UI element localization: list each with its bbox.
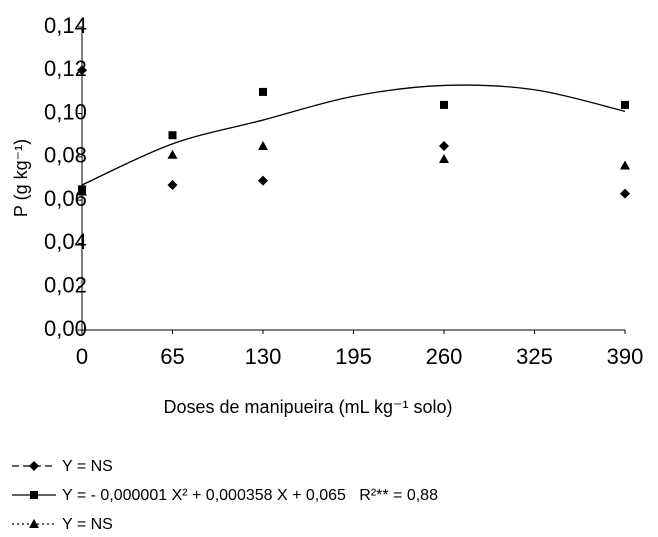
x-tick-label: 65	[160, 344, 184, 369]
x-tick-label: 390	[607, 344, 644, 369]
point-diamond	[620, 188, 630, 199]
legend-marker	[29, 461, 39, 471]
legend-marker	[30, 491, 38, 499]
point-diamond	[167, 179, 178, 190]
point-triangle	[620, 160, 630, 170]
fit-curve	[81, 84, 626, 186]
point-triangle	[167, 149, 178, 159]
point-diamond	[77, 65, 87, 76]
x-tick-label: 130	[245, 344, 282, 369]
x-tick-label: 0	[76, 344, 88, 369]
y-tick-label: 0,00	[44, 316, 87, 341]
point-triangle	[439, 154, 449, 164]
x-tick-label: 260	[426, 344, 463, 369]
legend-label: Y = NS	[62, 516, 113, 533]
point-diamond	[258, 175, 268, 186]
y-axis-label: P (g kg⁻¹)	[11, 139, 31, 217]
x-tick-label: 325	[516, 344, 553, 369]
point-square	[259, 87, 267, 96]
y-tick-label: 0,10	[44, 99, 87, 124]
x-axis-label: Doses de manipueira (mL kg⁻¹ solo)	[164, 397, 453, 417]
legend-label: Y = NS	[62, 458, 113, 475]
point-square	[621, 100, 629, 109]
y-tick-label: 0,02	[44, 273, 87, 298]
x-tick-label: 195	[335, 344, 372, 369]
legend-marker	[29, 519, 39, 528]
point-triangle	[77, 186, 87, 196]
legend-label: Y = - 0,000001 X² + 0,000358 X + 0,065 R…	[62, 487, 438, 504]
point-diamond	[439, 141, 449, 152]
y-tick-label: 0,04	[44, 229, 87, 254]
point-triangle	[258, 141, 268, 151]
y-tick-label: 0,08	[44, 143, 87, 168]
point-square	[440, 100, 448, 109]
y-tick-label: 0,14	[44, 13, 87, 38]
point-square	[168, 131, 177, 140]
